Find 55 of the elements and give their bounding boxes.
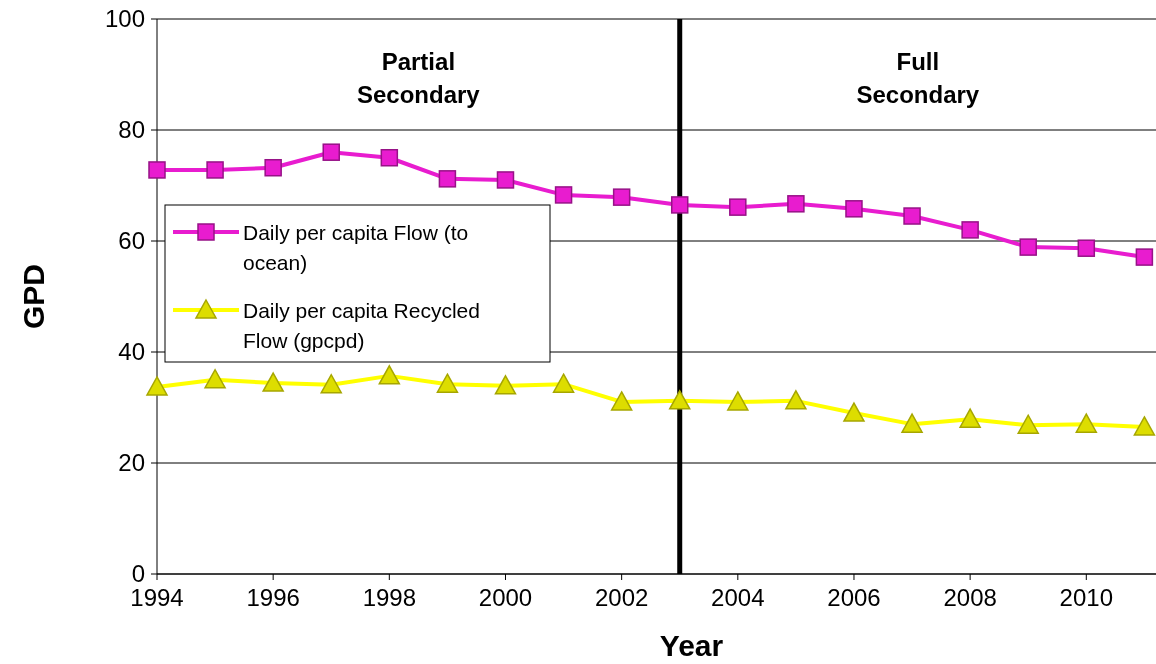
point bbox=[552, 373, 575, 393]
annotation: Partial Secondary bbox=[357, 48, 481, 108]
point bbox=[438, 170, 457, 188]
point bbox=[785, 390, 807, 410]
point bbox=[204, 369, 226, 389]
x-tick-label: 2008 bbox=[943, 584, 997, 611]
point bbox=[845, 200, 863, 218]
point bbox=[436, 373, 459, 393]
y-axis-title: GPD bbox=[17, 263, 50, 330]
legend-label: Daily per capita Flow (to ocean) bbox=[243, 221, 469, 274]
point bbox=[378, 365, 401, 385]
point bbox=[1017, 414, 1039, 435]
y-tick-label: 20 bbox=[118, 449, 145, 477]
y-tick-label: 60 bbox=[118, 227, 145, 255]
point bbox=[1077, 239, 1096, 257]
y-tick-label: 80 bbox=[118, 116, 145, 144]
x-tick-label: 2002 bbox=[594, 584, 649, 611]
legend-label: Daily per capita Recycled Flow (gpcpd) bbox=[243, 299, 480, 352]
point bbox=[610, 391, 633, 411]
point bbox=[1135, 248, 1154, 266]
point bbox=[961, 221, 979, 239]
point bbox=[262, 372, 284, 392]
point bbox=[843, 402, 865, 422]
point bbox=[322, 143, 340, 161]
point bbox=[959, 408, 981, 428]
point bbox=[320, 374, 342, 394]
point bbox=[903, 207, 921, 225]
point bbox=[1075, 413, 1098, 433]
point bbox=[729, 198, 747, 216]
point bbox=[668, 390, 691, 410]
point bbox=[901, 413, 923, 433]
x-axis-title: Year bbox=[659, 629, 724, 662]
point bbox=[1019, 238, 1037, 256]
x-tick-label: 2000 bbox=[478, 584, 533, 611]
point bbox=[380, 149, 399, 167]
point bbox=[787, 195, 805, 213]
point bbox=[264, 158, 282, 177]
point bbox=[670, 196, 689, 214]
point bbox=[146, 376, 168, 396]
point bbox=[1133, 416, 1156, 436]
point bbox=[727, 391, 749, 411]
x-tick-label: 2006 bbox=[827, 584, 881, 611]
point bbox=[554, 186, 573, 204]
point bbox=[496, 171, 515, 189]
annotation: Full Secondary bbox=[856, 48, 980, 108]
y-tick-label: 100 bbox=[104, 5, 145, 33]
x-tick-label: 1996 bbox=[246, 584, 300, 611]
x-tick-label: 2010 bbox=[1059, 584, 1113, 611]
point bbox=[494, 375, 517, 395]
point bbox=[612, 188, 631, 206]
point bbox=[148, 161, 166, 179]
y-tick-label: 40 bbox=[118, 338, 145, 366]
x-tick-label: 2004 bbox=[711, 584, 765, 611]
x-tick-label: 1998 bbox=[362, 584, 417, 611]
point bbox=[206, 161, 224, 179]
